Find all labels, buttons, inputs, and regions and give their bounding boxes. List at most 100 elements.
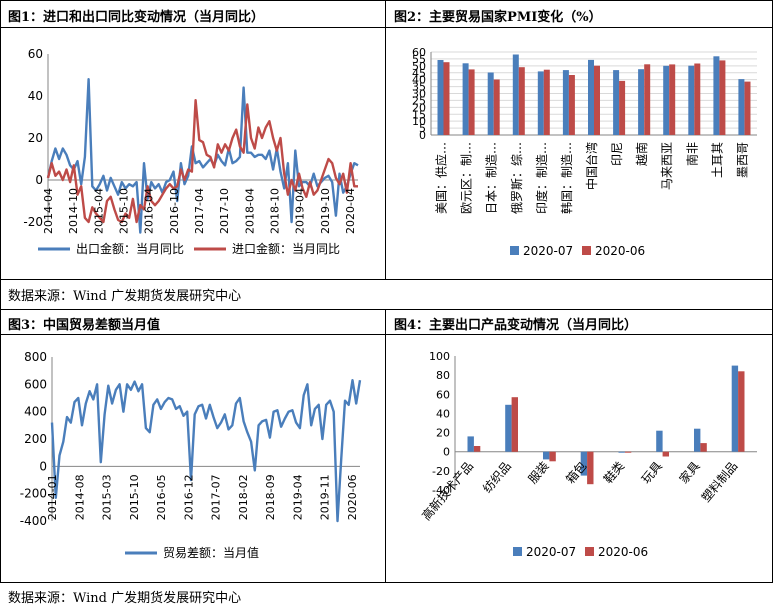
y-tick-label: 25 [412, 94, 426, 107]
y-tick-label: 200 [24, 432, 47, 446]
y-tick-label: 55 [412, 53, 426, 66]
y-tick-label: 100 [429, 350, 450, 363]
x-tick-label: 2018-10 [269, 188, 282, 234]
y-tick-label: 40 [412, 74, 426, 87]
y-tick-label: -20 [23, 215, 43, 229]
bar-1 [467, 436, 474, 452]
category-label: 印尼 [610, 142, 624, 166]
category-label: 越南 [634, 142, 649, 166]
x-tick-label: 2015-10 [118, 188, 131, 234]
category-label: 马来西亚 [660, 142, 674, 190]
y-tick-label: 0 [39, 459, 47, 473]
y-tick-label: -400 [20, 514, 47, 528]
category-label: 中国台湾 [584, 142, 599, 190]
x-tick-label: 2016-04 [143, 188, 156, 234]
x-tick-label: 2018-02 [237, 474, 250, 520]
category-label: 墨西哥 [735, 142, 749, 178]
y-tick-label: 30 [412, 88, 426, 101]
source-note-bottom: 数据来源：Wind 广发期货发展研究中心 [8, 591, 242, 606]
y-tick-label: 60 [436, 388, 450, 401]
bar-1 [505, 404, 512, 452]
y-tick-label: 15 [412, 108, 426, 121]
bar-2 [719, 60, 726, 135]
x-tick-label: 2018-04 [243, 188, 256, 234]
y-tick-label: 20 [436, 427, 450, 440]
legend-swatch-2 [582, 246, 591, 255]
panel1-title: 图1：进口和出口同比变动情况（当月同比） [8, 10, 265, 25]
x-tick-label: 2014-08 [73, 474, 86, 520]
y-tick-label: 600 [24, 377, 47, 391]
bar-2 [700, 443, 707, 452]
legend-label-2: 2020-06 [598, 545, 648, 559]
legend-label-1: 出口金额：当月同比 [76, 241, 184, 256]
panel2-title: 图2：主要贸易国家PMI变化（%） [394, 10, 602, 25]
x-tick-label: 2020-04 [344, 188, 357, 234]
bar-1 [738, 79, 745, 135]
bar-1 [588, 59, 594, 135]
y-tick-label: 400 [24, 405, 47, 419]
y-tick-label: 40 [436, 407, 450, 420]
bar-1 [688, 65, 695, 135]
y-tick-label: -200 [20, 487, 47, 501]
bar-2 [738, 371, 745, 452]
x-tick-label: 2015-04 [92, 188, 105, 234]
bar-2 [669, 64, 676, 135]
series-line-1 [50, 379, 362, 523]
category-label: 韩国：制造… [559, 142, 574, 214]
bar-2 [744, 81, 751, 135]
category-label: 家具 [676, 458, 703, 486]
bar-2 [694, 63, 701, 135]
bar-1 [580, 451, 588, 476]
y-tick-label: -20 [432, 465, 450, 478]
x-tick-label: 2017-07 [210, 474, 223, 520]
y-tick-label: 50 [412, 60, 426, 73]
x-tick-label: 2016-10 [168, 188, 181, 234]
bar-1 [694, 428, 701, 452]
panel3-title: 图3：中国贸易差额当月值 [8, 318, 161, 333]
bar-1 [638, 69, 645, 135]
legend-label-2: 2020-06 [595, 244, 645, 258]
y-tick-label: 80 [436, 369, 450, 382]
chart-export-import-yoy: -20 0 20 40 60 2014-04 2014-10 2015-04 2015-10 20… [23, 47, 359, 256]
bar-2 [493, 79, 500, 135]
legend-swatch-2 [585, 547, 594, 556]
y-tick-label: 800 [24, 350, 47, 364]
x-tick-label: 2019-04 [291, 474, 304, 520]
bar-2 [468, 69, 475, 135]
x-tick-label: 2017-04 [193, 188, 206, 234]
bar-1 [562, 70, 569, 135]
x-tick-label: 2020-06 [346, 474, 359, 520]
category-label: 俄罗斯：综… [510, 142, 524, 214]
chart-trade-balance: -400 -200 0 200 400 600 800 2014-01 2014-08 2015-… [20, 350, 362, 560]
x-tick-label: 2019-11 [319, 474, 332, 520]
bar-2 [594, 65, 600, 135]
bar-1 [613, 70, 620, 135]
bar-2 [619, 80, 626, 135]
x-tick-label: 2016-05 [155, 474, 168, 520]
bar-2 [543, 69, 550, 135]
x-tick-label: 2015-03 [101, 474, 114, 520]
category-label: 日本：制造… [485, 142, 499, 214]
bar-2 [644, 64, 651, 135]
legend-swatch-1 [513, 547, 522, 556]
bar-1 [512, 54, 519, 135]
bar-1 [437, 60, 444, 135]
legend-label-1: 2020-07 [526, 545, 576, 559]
x-tick-label: 2014-01 [46, 474, 59, 520]
category-label: 美国：供应… [434, 142, 449, 214]
y-tick-label: 0 [419, 129, 426, 142]
bar-2 [587, 451, 594, 485]
y-tick-label: 20 [28, 131, 43, 145]
source-note-top: 数据来源：Wind 广发期货发展研究中心 [8, 289, 242, 304]
category-label: 服装 [526, 459, 552, 486]
panel4-title: 图4：主要出口产品变动情况（当月同比） [394, 318, 638, 333]
x-tick-label: 2019-04 [294, 188, 307, 234]
category-label: 玩具 [639, 459, 665, 486]
category-label: 鞋类 [600, 458, 627, 486]
bar-1 [713, 56, 720, 135]
y-tick-label: 45 [412, 67, 426, 80]
bar-1 [462, 63, 469, 135]
bar-2 [624, 451, 632, 453]
category-label: 塑料制品 [698, 458, 740, 504]
